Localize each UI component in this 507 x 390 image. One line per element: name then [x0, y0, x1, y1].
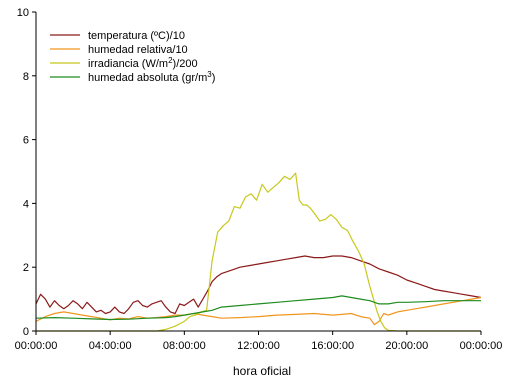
axes-layer: 0 2 4 6 8 10 00:00:00 04:00:00 08:00:00 12:00:00 1…: [15, 7, 503, 352]
legend-label-4: humedad absoluta (gr/m3): [88, 70, 215, 84]
y-tick-label: 4: [23, 198, 29, 210]
x-tick-label: 00:00:00: [15, 340, 58, 352]
x-tick-label: 04:00:00: [89, 340, 132, 352]
legend-label-2: humedad relativa/10: [88, 44, 188, 56]
legend-label-1: temperatura (ºC)/10: [88, 30, 185, 42]
x-tick-label: 08:00:00: [163, 340, 206, 352]
legend: temperatura (ºC)/10 humedad relativa/10ir…: [50, 30, 215, 84]
x-tick-label: 00:00:00: [460, 340, 503, 352]
x-tick-label: 20:00:00: [385, 340, 428, 352]
y-tick-label: 10: [17, 7, 29, 19]
x-axis-title: hora oficial: [233, 364, 291, 378]
series-line-4: [35, 295, 481, 321]
y-tick-label: 0: [23, 326, 29, 338]
legend-label-3: irradiancia (W/m2)/200: [88, 56, 198, 70]
y-tick-label: 6: [23, 135, 29, 147]
series-layer: [35, 172, 482, 332]
y-tick-label: 2: [23, 262, 29, 274]
x-tick-label: 12:00:00: [237, 340, 280, 352]
x-tick-label: 16:00:00: [311, 340, 354, 352]
y-tick-label: 8: [23, 71, 29, 83]
series-line-3: [36, 172, 481, 332]
series-line-1: [35, 255, 482, 315]
